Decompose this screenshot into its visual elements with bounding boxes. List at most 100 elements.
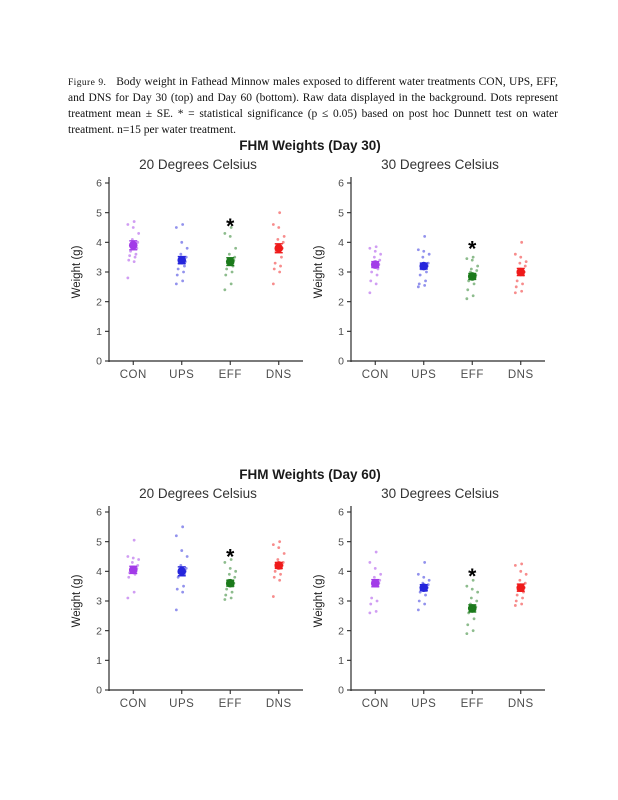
raw-point	[185, 555, 189, 558]
raw-point	[126, 596, 130, 600]
raw-point	[467, 279, 471, 283]
x-category-label: CON	[362, 369, 389, 381]
mean-dot-DNS	[274, 561, 284, 570]
raw-point	[374, 550, 378, 554]
figure-caption: Figure 9. Body weight in Fathead Minnow m…	[68, 74, 558, 139]
raw-point	[281, 240, 285, 244]
panel-subtitle: 30 Degrees Celsius	[381, 157, 499, 172]
raw-point	[523, 264, 527, 268]
raw-point	[374, 245, 378, 249]
raw-point	[372, 575, 376, 579]
raw-points-DNS	[271, 211, 286, 286]
raw-point	[183, 264, 186, 268]
y-tick-label: 6	[96, 507, 102, 519]
raw-points-UPS	[416, 235, 431, 289]
raw-point	[416, 608, 420, 612]
raw-point	[369, 602, 373, 606]
significance-asterisk: *	[468, 565, 477, 588]
y-tick-label: 1	[338, 655, 344, 667]
raw-point	[229, 558, 233, 561]
raw-point	[223, 598, 227, 601]
x-category-label: EFF	[461, 369, 484, 381]
raw-point	[223, 232, 227, 235]
significance-asterisk: *	[226, 215, 235, 238]
figure-day30: FHM Weights (Day 30) 20 Degrees Celsius 0…	[69, 138, 551, 395]
raw-point	[379, 252, 383, 256]
raw-point	[133, 255, 137, 259]
raw-point	[227, 252, 231, 256]
y-tick-label: 2	[96, 296, 102, 308]
raw-point	[230, 590, 234, 594]
raw-point	[176, 267, 180, 271]
raw-point	[271, 595, 275, 598]
y-tick-label: 4	[338, 566, 344, 578]
raw-point	[374, 282, 378, 286]
raw-point	[524, 572, 528, 576]
y-tick-label: 2	[96, 625, 102, 637]
raw-point	[179, 252, 183, 256]
raw-point	[279, 572, 282, 576]
panel-subtitle: 30 Degrees Celsius	[381, 486, 499, 501]
raw-point	[422, 575, 426, 579]
raw-point	[184, 566, 188, 570]
mean-dot-DNS	[516, 583, 526, 592]
raw-point	[180, 549, 184, 552]
y-tick-label: 0	[338, 685, 344, 697]
raw-point	[465, 297, 469, 301]
y-tick-label: 2	[338, 625, 344, 637]
y-tick-label: 5	[338, 536, 344, 548]
raw-point	[233, 575, 237, 579]
y-tick-label: 3	[96, 267, 102, 279]
x-category-label: EFF	[219, 698, 242, 710]
raw-point	[472, 617, 476, 621]
mean-dot-EFF	[225, 257, 235, 266]
raw-point	[180, 240, 184, 244]
raw-point	[127, 575, 131, 579]
raw-point	[230, 270, 234, 274]
raw-point	[224, 593, 228, 597]
raw-point	[229, 282, 233, 286]
raw-point	[127, 258, 131, 262]
mean-dot-UPS	[177, 567, 187, 576]
raw-point	[378, 258, 382, 262]
raw-point	[128, 254, 132, 258]
raw-point	[465, 257, 469, 261]
raw-point	[513, 252, 517, 256]
y-axis-label: Weight (g)	[71, 245, 83, 298]
x-category-label: DNS	[266, 369, 292, 381]
mean-dot-CON	[128, 565, 138, 575]
raw-point	[524, 260, 528, 264]
raw-point	[465, 584, 469, 588]
raw-point	[130, 237, 134, 241]
y-tick-label: 0	[96, 685, 102, 697]
chart-panel-day60-30c: 30 Degrees Celsius 0 1 2 3 4 5 6 Weight (g) CON UP…	[313, 486, 545, 710]
figure-day30-panels: 20 Degrees Celsius 0 1 2 3 4 5 6 Weight (g) CON UP…	[69, 155, 551, 395]
raw-point	[272, 575, 276, 579]
raw-point	[368, 291, 372, 295]
raw-point	[279, 264, 282, 268]
raw-point	[182, 270, 185, 274]
raw-point	[132, 260, 136, 264]
raw-point	[515, 593, 519, 597]
y-tick-label: 5	[96, 536, 102, 548]
raw-point	[126, 555, 130, 558]
chart-panel-day30-20c: 20 Degrees Celsius 0 1 2 3 4 5 6 Weight (g) CON UP…	[71, 157, 303, 381]
mean-dot-EFF	[467, 272, 477, 281]
x-category-label: DNS	[508, 698, 534, 710]
raw-point	[234, 569, 238, 573]
y-tick-label: 3	[338, 267, 344, 279]
raw-point	[223, 288, 227, 292]
raw-point	[379, 572, 383, 576]
raw-point	[375, 273, 379, 277]
raw-point	[425, 270, 428, 274]
x-category-label: EFF	[219, 369, 242, 381]
raw-point	[476, 590, 480, 594]
raw-point	[422, 249, 426, 253]
x-category-label: DNS	[266, 698, 292, 710]
x-category-label: CON	[362, 698, 389, 710]
y-tick-label: 1	[96, 326, 102, 338]
raw-point	[471, 578, 475, 582]
raw-point	[277, 546, 281, 549]
figure-day30-title: FHM Weights (Day 30)	[239, 138, 381, 153]
mean-dot-DNS	[274, 243, 284, 253]
